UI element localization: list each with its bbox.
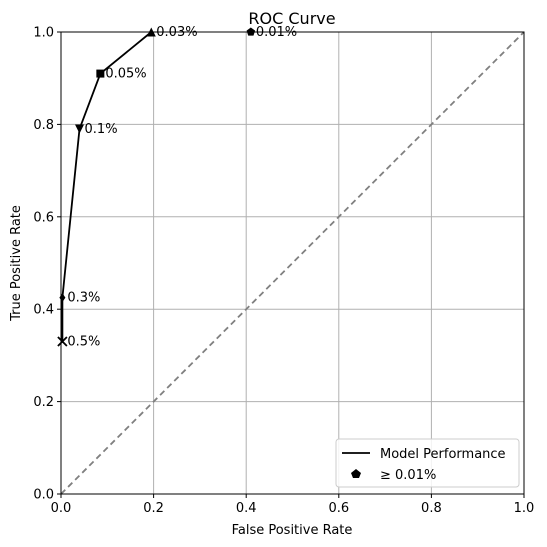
legend-box — [335, 438, 520, 488]
plot-frame — [60, 31, 525, 495]
y-tick-label: 0.6 — [33, 210, 54, 225]
point-label: 0.5% — [67, 335, 100, 350]
x-tick-label: 1.0 — [514, 501, 535, 516]
x-tick-label: 0.8 — [421, 501, 442, 516]
legend-label-model: Model Performance — [380, 447, 506, 462]
y-tick-label: 0.2 — [33, 395, 54, 410]
point-label: 0.05% — [105, 67, 146, 82]
data-point: 0.3% — [59, 291, 100, 306]
x-tick-label: 0.6 — [328, 501, 349, 516]
point-label: 0.1% — [85, 122, 118, 137]
legend-pentagon-icon — [351, 469, 361, 478]
y-tick-label: 0.0 — [33, 488, 54, 503]
y-tick-label: 1.0 — [33, 26, 54, 41]
data-point: 0.05% — [96, 67, 147, 82]
chart-title: ROC Curve — [248, 9, 335, 28]
legend: Model Performance ≥ 0.01% — [335, 438, 520, 488]
y-axis-ticks: 0.0 0.2 0.4 0.6 0.8 1.0 — [33, 26, 61, 503]
triangle-down-marker-icon — [75, 124, 85, 134]
x-axis-label: False Positive Rate — [232, 523, 353, 538]
x-axis-ticks: 0.0 0.2 0.4 0.6 0.8 1.0 — [51, 494, 535, 516]
data-point: 0.5% — [57, 335, 100, 350]
y-tick-label: 0.4 — [33, 303, 54, 318]
legend-label-threshold: ≥ 0.01% — [380, 468, 436, 483]
y-axis-label: True Positive Rate — [9, 205, 24, 322]
x-tick-label: 0.0 — [51, 501, 72, 516]
x-tick-label: 0.4 — [236, 501, 257, 516]
markers: 0.5%0.3%0.1%0.05%0.03% 0.01% — [57, 25, 297, 350]
x-marker-icon — [57, 336, 68, 347]
x-tick-label: 0.2 — [143, 501, 164, 516]
random-baseline-line — [60, 31, 525, 495]
diamond-marker-icon — [59, 293, 66, 303]
data-point: 0.1% — [75, 122, 118, 137]
square-marker-icon — [96, 69, 105, 78]
point-label: 0.3% — [67, 291, 100, 306]
y-tick-label: 0.8 — [33, 118, 54, 133]
